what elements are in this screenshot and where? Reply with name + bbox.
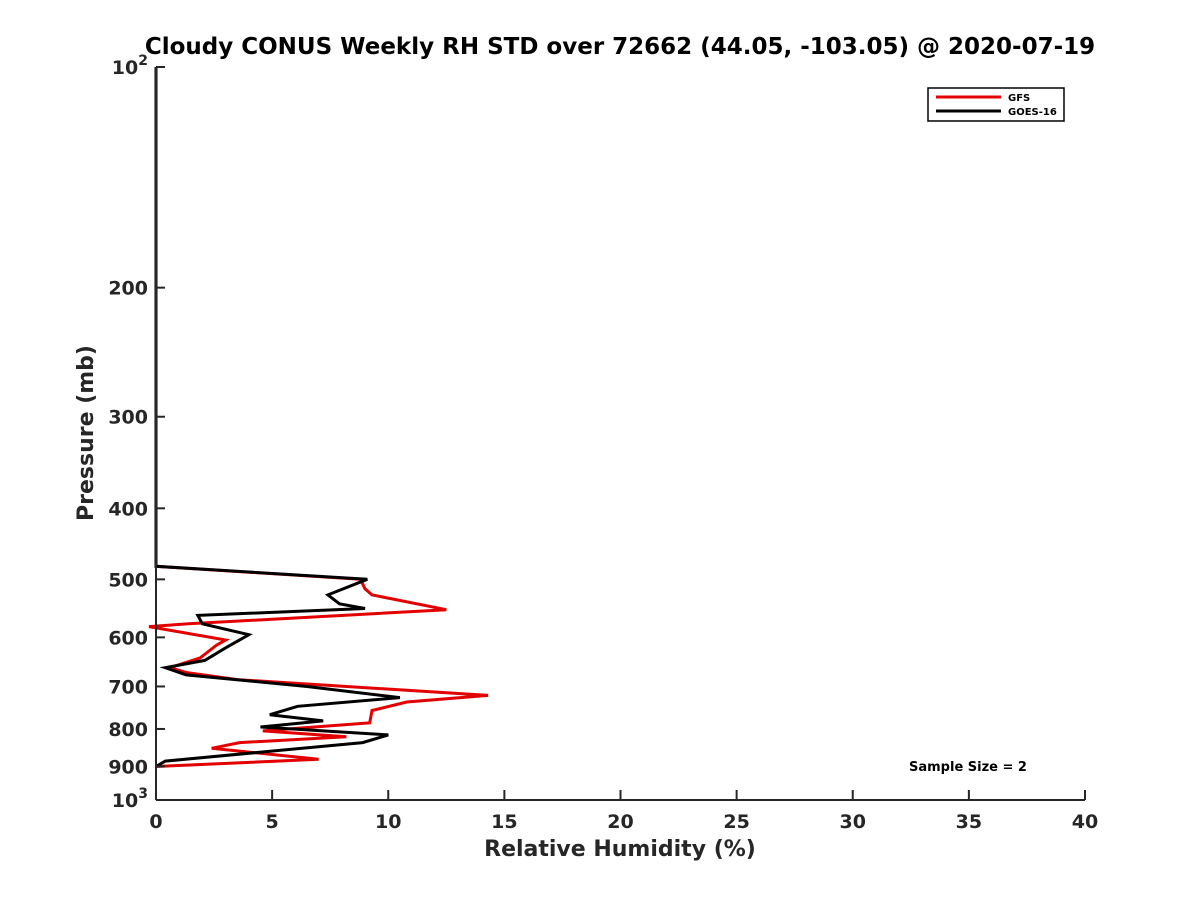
x-tick-label: 0 [149,811,162,833]
series-line-goes-16 [154,67,401,768]
y-tick-label: 400 [108,498,148,520]
legend-label: GOES-16 [1008,107,1057,118]
legend: GFS GOES-16 [927,87,1065,122]
x-axis-label: Relative Humidity (%) [484,837,756,862]
series-line-gfs [148,67,489,768]
x-tick-label: 15 [491,811,517,833]
y-tick-label: 700 [108,676,148,698]
y-tick-label: 200 [108,278,148,300]
x-tick-label: 40 [1072,811,1098,833]
x-tick-label: 35 [956,811,982,833]
y-tick-label: 102 [112,53,148,79]
y-tick-label: 103 [112,786,148,812]
legend-label: GFS [1008,93,1030,104]
y-tick-label: 500 [108,569,148,591]
y-axis-label: Pressure (mb) [74,345,99,521]
x-tick-label: 20 [607,811,633,833]
y-tick-label: 800 [108,719,148,741]
y-tick-label: 600 [108,627,148,649]
x-tick-label: 10 [375,811,401,833]
plot-area [148,67,489,768]
x-tick-label: 30 [840,811,866,833]
tick-labels: 0 5 10 15 20 25 30 35 40 102 200 300 400 500 600 700 800… [108,53,1098,833]
x-tick-label: 25 [723,811,749,833]
chart-title: Cloudy CONUS Weekly RH STD over 72662 (4… [145,34,1095,60]
x-tick-label: 5 [266,811,279,833]
legend-box [927,87,1065,122]
y-tick-label: 300 [108,407,148,429]
y-tick-label: 900 [108,756,148,778]
axes [155,66,1086,801]
sample-size-annotation: Sample Size = 2 [909,760,1027,775]
